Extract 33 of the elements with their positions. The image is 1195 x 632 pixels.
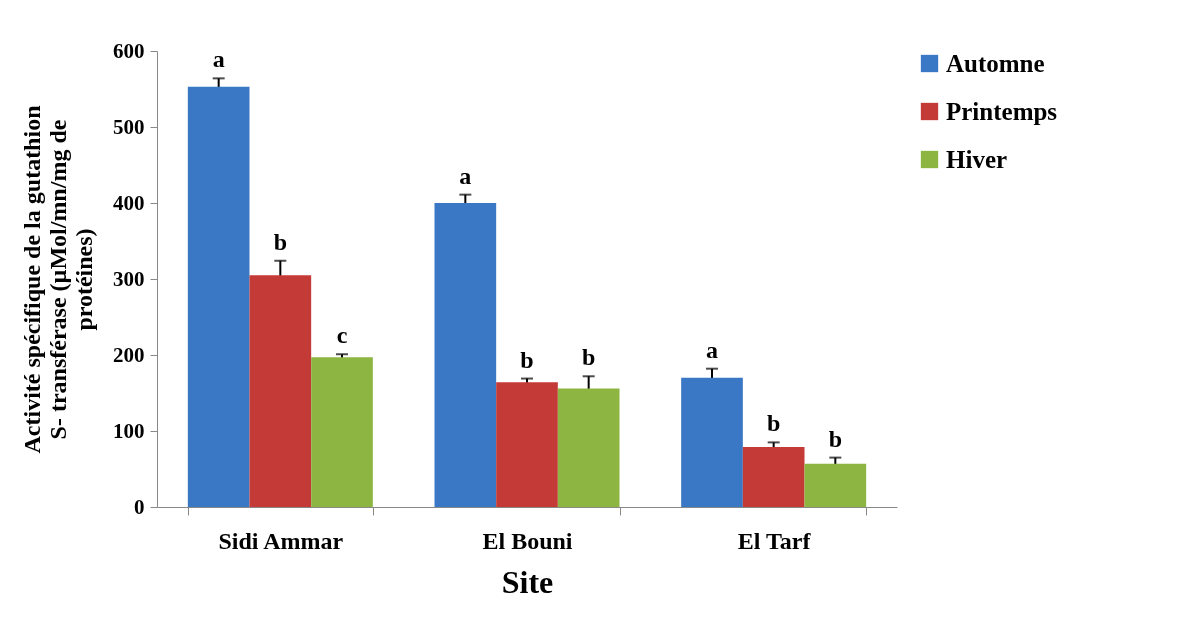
bar <box>496 382 558 507</box>
data-label: b <box>828 425 843 452</box>
y-tick-label: 400 <box>113 190 145 215</box>
y-tick-label: 300 <box>113 266 145 291</box>
data-label: b <box>766 410 781 437</box>
data-label: a <box>212 46 225 73</box>
data-label: b <box>581 344 596 371</box>
bar <box>187 86 250 507</box>
data-label: c <box>336 322 348 349</box>
data-label: b <box>273 228 288 255</box>
y-tick-label: 200 <box>113 342 145 367</box>
y-tick-label: 600 <box>113 38 145 63</box>
legend-label: Printemps <box>946 97 1058 125</box>
bar <box>557 388 620 507</box>
bar <box>311 357 373 507</box>
x-tick-label: Sidi Ammar <box>218 527 344 554</box>
data-label: a <box>459 162 472 189</box>
bar <box>804 463 867 507</box>
legend-label: Automne <box>946 49 1045 77</box>
bar <box>681 377 743 507</box>
bar <box>742 446 805 507</box>
x-tick-label: El Tarf <box>737 527 812 554</box>
x-axis-title: Site <box>501 563 554 600</box>
bar <box>249 275 312 507</box>
y-tick-label: 100 <box>113 418 145 443</box>
bar <box>434 203 497 507</box>
y-axis-title: Activité spécifique de la gutathion S- transférase (µMol/mn/mg de protéines) <box>19 105 97 454</box>
data-label: b <box>520 346 534 373</box>
legend-label: Hiver <box>946 145 1008 173</box>
y-tick-label: 0 <box>134 494 145 519</box>
data-label: a <box>706 336 718 363</box>
y-tick-label: 500 <box>113 114 145 139</box>
x-tick-label: El Bouni <box>482 527 573 554</box>
